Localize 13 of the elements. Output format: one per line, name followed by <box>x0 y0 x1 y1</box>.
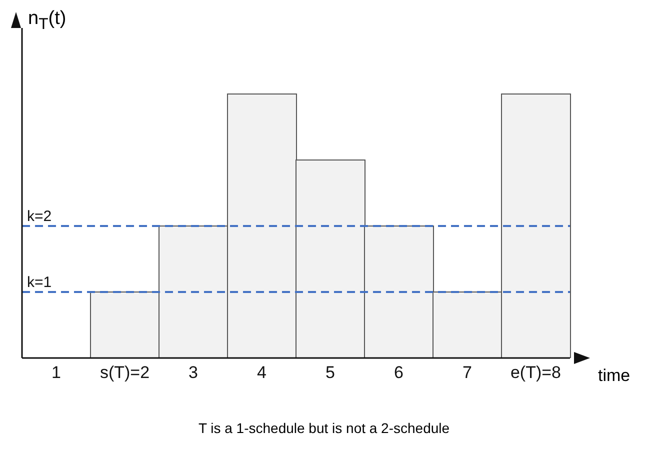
x-tick-label: 3 <box>188 363 198 382</box>
x-tick-label: s(T)=2 <box>100 363 150 382</box>
text: T is a 1-schedule but is not a 2-schedule <box>197 420 451 436</box>
ref-line-label: k=1 <box>27 274 52 291</box>
x-tick-label: 5 <box>326 363 335 382</box>
x-tick-label: 6 <box>394 363 404 382</box>
ref-line-label: k=2 <box>27 208 52 225</box>
x-tick-label: 7 <box>462 363 472 382</box>
x-tick-label: 4 <box>257 363 266 382</box>
y-axis-title: n$_{T}$(t) <box>28 8 66 34</box>
x-tick-label: 1 <box>52 363 61 382</box>
x-tick-label: e(T)=8 <box>510 363 562 382</box>
x-axis-title: time <box>598 366 630 386</box>
